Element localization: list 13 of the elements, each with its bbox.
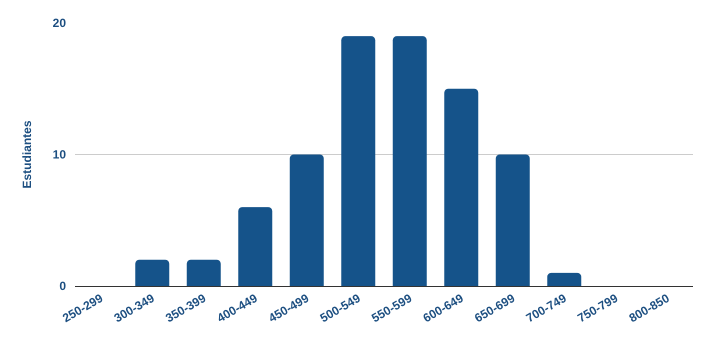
bar	[290, 154, 324, 286]
y-tick-label: 10	[52, 148, 66, 162]
bar	[135, 260, 170, 286]
bar	[392, 36, 427, 286]
y-axis-title: Estudiantes	[20, 120, 34, 189]
bar	[547, 272, 582, 286]
bar	[444, 88, 478, 286]
bar	[341, 36, 376, 286]
bar	[496, 154, 530, 286]
y-tick-label: 20	[52, 16, 66, 30]
bar	[238, 207, 272, 286]
y-tick-label: 0	[59, 279, 66, 294]
bar	[186, 260, 221, 286]
